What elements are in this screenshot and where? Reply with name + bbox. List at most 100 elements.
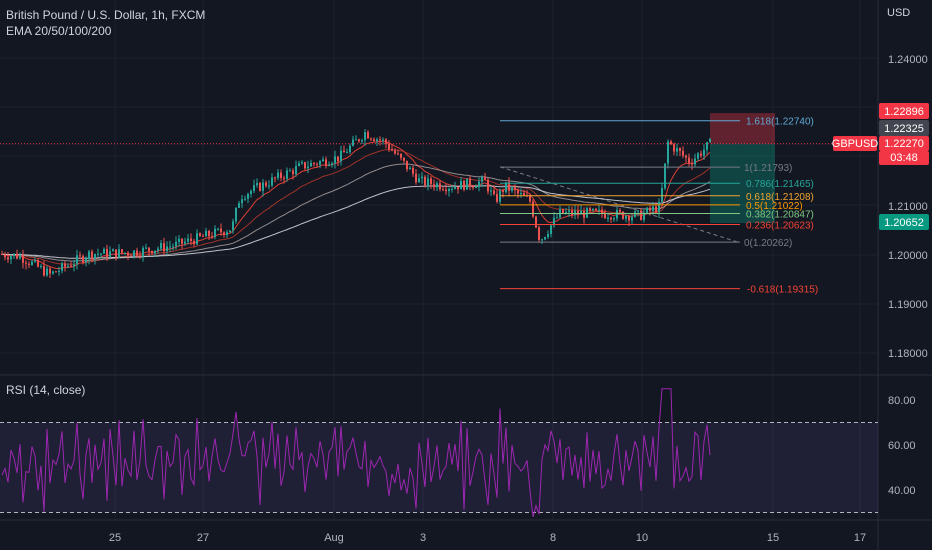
candle-body [676, 148, 678, 152]
candle-body [442, 189, 444, 191]
candle-body [265, 182, 267, 186]
candle-body [361, 140, 363, 142]
indicator-legend[interactable]: EMA 20/50/100/200 [6, 24, 112, 38]
time-tick-label: 8 [550, 532, 556, 544]
candle-body [367, 132, 369, 139]
candle-body [262, 182, 264, 191]
fib-level-label: 0.786(1.21465) [746, 179, 814, 190]
candle-body [220, 228, 222, 233]
candle-body [301, 162, 303, 164]
candle-body [682, 150, 684, 156]
candle-body [181, 238, 183, 244]
candle-body [235, 207, 237, 222]
currency-label[interactable]: USD [887, 7, 911, 19]
candle-body [82, 256, 84, 263]
candle-body [625, 216, 627, 219]
candle-body [601, 209, 603, 214]
candle-body [112, 249, 114, 252]
candle-body [259, 183, 261, 191]
candle-body [505, 182, 507, 193]
candle-body [298, 163, 300, 167]
candle-body [91, 251, 93, 259]
price-tick-label: 1.20000 [888, 250, 928, 262]
candle-body [562, 208, 564, 214]
price-tick-label: 1.24000 [888, 54, 928, 66]
candle-body [478, 181, 480, 188]
badge-countdown: 03:48 [890, 152, 918, 164]
candle-body [151, 250, 153, 254]
candle-body [535, 216, 537, 228]
badge-current-price-bg [879, 136, 929, 151]
candle-body [340, 150, 342, 162]
candle-body [568, 210, 570, 212]
candle-body [70, 265, 72, 267]
rsi-tick-label: 60.00 [888, 440, 916, 452]
candle-body [592, 208, 594, 211]
candle-body [475, 187, 477, 189]
candle-body [292, 170, 294, 175]
candle-body [142, 247, 144, 257]
time-tick-label: 27 [197, 532, 209, 544]
candle-body [202, 235, 204, 237]
candle-body [172, 246, 174, 248]
candle-body [541, 239, 543, 241]
badge-sl-price-bg [879, 214, 929, 230]
candle-body [565, 211, 567, 214]
ema-line [1, 163, 711, 262]
candle-body [685, 155, 687, 158]
rsi-legend[interactable]: RSI (14, close) [6, 383, 86, 397]
candle-body [148, 247, 150, 251]
candle-body [637, 210, 639, 212]
candle-body [196, 233, 198, 245]
candle-body [688, 157, 690, 164]
candle-body [67, 265, 69, 267]
candle-body [388, 143, 390, 150]
candle-body [346, 152, 348, 154]
candle-body [352, 139, 354, 146]
candle-body [364, 132, 366, 141]
candle-body [190, 238, 192, 241]
candle-body [640, 210, 642, 220]
candle-body [10, 256, 12, 260]
candle-body [550, 225, 552, 234]
candle-body [502, 190, 504, 193]
candle-body [373, 139, 375, 142]
candle-body [37, 260, 39, 267]
candle-body [295, 166, 297, 175]
candle-body [544, 237, 546, 240]
candle-body [274, 177, 276, 179]
candle-body [463, 180, 465, 190]
candle-body [283, 177, 285, 179]
candle-body [385, 139, 387, 144]
fibonacci-extension-tool[interactable]: 1.618(1.22740) 1(1.21793) 0.786(1.21465) 0.… [500, 117, 818, 296]
candle-body [460, 180, 462, 190]
candle-body [619, 210, 621, 212]
candle-body [19, 255, 21, 259]
fib-level-label: 0.618(1.21208) [746, 192, 814, 203]
candle-body [403, 157, 405, 161]
candle-body [121, 249, 123, 253]
candle-body [49, 268, 51, 274]
candle-body [187, 238, 189, 242]
time-axis[interactable]: 25 27 Aug 3 8 10 15 17 [109, 532, 866, 544]
candle-body [427, 178, 429, 186]
candle-body [310, 162, 312, 167]
candle-body [319, 161, 321, 165]
candle-body [58, 270, 60, 272]
candle-body [118, 249, 120, 258]
candle-body [412, 167, 414, 174]
candle-body [457, 186, 459, 190]
fib-level-label: 0.5(1.21022) [746, 201, 803, 212]
candle-body [100, 253, 102, 255]
symbol-title[interactable]: British Pound / U.S. Dollar, 1h, FXCM [6, 8, 206, 22]
candle-body [595, 208, 597, 211]
candle-body [157, 248, 159, 251]
candle-body [358, 139, 360, 142]
candle-body [145, 247, 147, 249]
candle-body [208, 230, 210, 237]
candle-body [280, 172, 282, 178]
time-tick-label: 25 [109, 532, 121, 544]
time-tick-label: Aug [324, 532, 344, 544]
